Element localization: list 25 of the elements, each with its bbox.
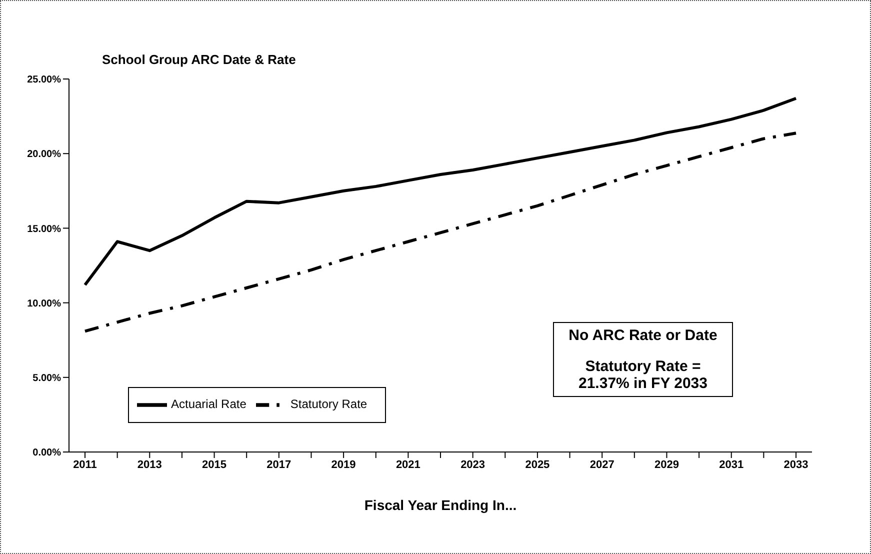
y-tick-label: 15.00% <box>27 224 62 235</box>
annotation: Statutory Rate = 21.37% in FY 2033 <box>578 358 708 392</box>
x-tick-label: 2029 <box>654 458 679 471</box>
legend-label: Statutory Rate <box>290 397 368 412</box>
x-tick-label: 2017 <box>266 458 292 471</box>
legend-label: Actuarial Rate <box>171 397 246 412</box>
x-axis-title: Fiscal Year Ending In... <box>364 497 517 513</box>
y-tick-label: 0.00% <box>32 448 62 459</box>
y-tick-label: 25.00% <box>27 74 62 86</box>
x-tick-label: 2031 <box>719 458 744 471</box>
x-tick-label: 2013 <box>137 458 162 471</box>
x-tick-label: 2027 <box>590 458 614 471</box>
y-tick-label: 5.00% <box>32 372 62 384</box>
y-tick-label: 20.00% <box>27 149 62 160</box>
line-series <box>84 96 798 286</box>
x-tick-label: 2033 <box>784 458 808 471</box>
x-tick-label: 2021 <box>396 458 420 471</box>
x-tick-label: 2023 <box>460 458 486 471</box>
annotation: No ARC Rate or Date <box>568 327 718 344</box>
x-tick-label: 2019 <box>331 458 356 471</box>
chart-title: School Group ARC Date & Rate <box>102 52 296 67</box>
x-tick-label: 2015 <box>202 458 227 471</box>
x-tick-label: 2025 <box>525 458 550 471</box>
x-tick-label: 2011 <box>73 458 97 471</box>
y-tick-label: 10.00% <box>27 298 62 310</box>
